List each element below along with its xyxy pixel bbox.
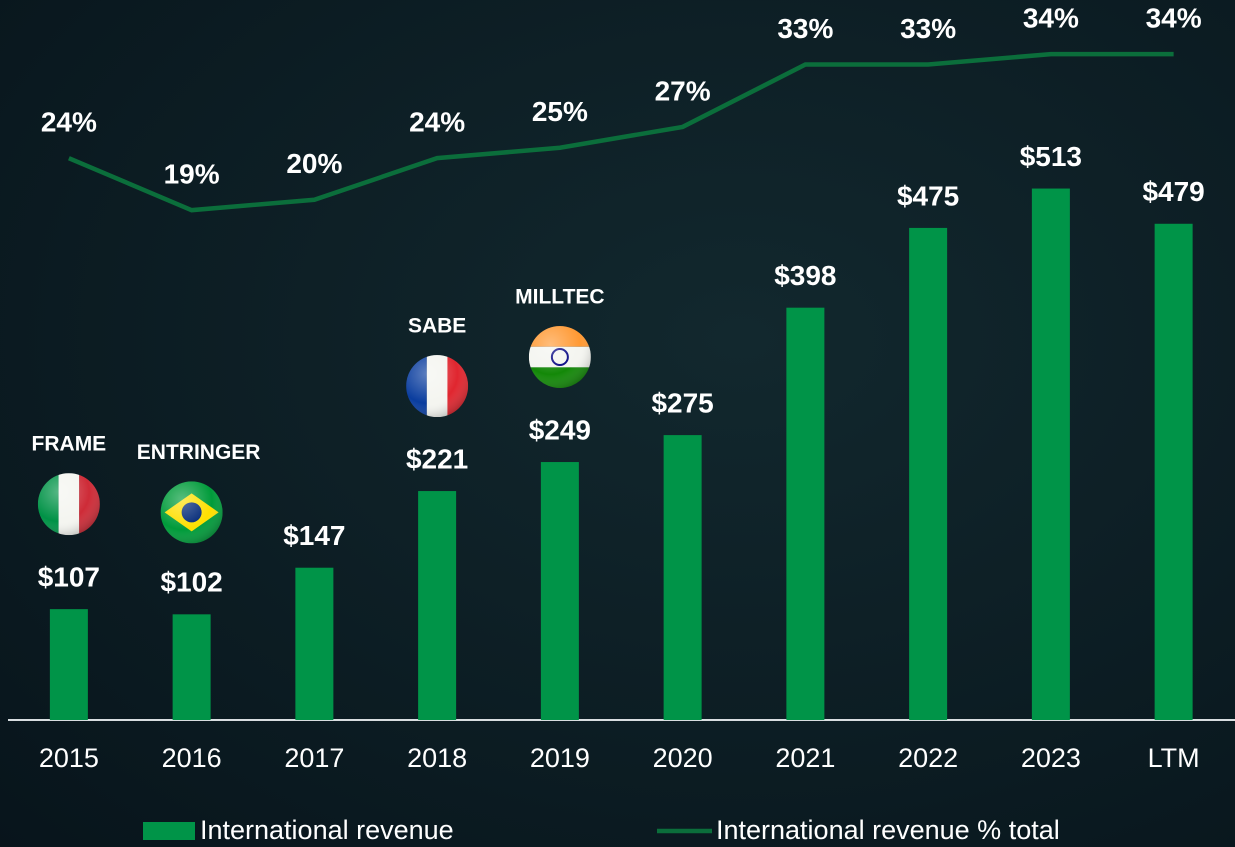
data-label: 34% <box>1023 2 1079 33</box>
data-label: 27% <box>655 75 711 106</box>
data-label: $475 <box>897 180 959 211</box>
bar <box>172 614 211 720</box>
line <box>67 51 1174 213</box>
data-label: $107 <box>38 562 100 593</box>
flag-shine <box>406 355 469 418</box>
annotation: FRAME <box>32 433 107 456</box>
legend-label: International revenue % total <box>716 815 1060 845</box>
bar <box>663 435 702 720</box>
bar <box>418 491 457 720</box>
bar <box>786 307 825 720</box>
data-label: $513 <box>1020 141 1082 172</box>
x-tick-label: 2015 <box>39 743 99 773</box>
x-tick-label: 2018 <box>407 743 467 773</box>
data-label: 34% <box>1146 2 1202 33</box>
data-label: 20% <box>286 148 342 179</box>
x-tick-label: 2023 <box>1021 743 1081 773</box>
x-tick-label: 2017 <box>284 743 344 773</box>
data-label: $398 <box>774 260 836 291</box>
data-label: $249 <box>529 414 591 445</box>
data-label: 25% <box>532 96 588 127</box>
data-label: $147 <box>283 520 345 551</box>
data-label: $102 <box>160 567 222 598</box>
x-tick-label: 2019 <box>530 743 590 773</box>
x-tick-label: 2021 <box>775 743 835 773</box>
legend-label: International revenue <box>200 815 454 845</box>
flag-shine <box>160 481 223 544</box>
flag-shine <box>528 326 591 389</box>
data-label: $275 <box>651 387 713 418</box>
annotation: ENTRINGER <box>137 441 261 464</box>
annotation: MILLTEC <box>515 286 604 309</box>
x-tick-label: 2022 <box>898 743 958 773</box>
bar <box>49 609 88 720</box>
data-label: $221 <box>406 443 468 474</box>
data-label: $479 <box>1142 176 1204 207</box>
flag-shine <box>37 473 100 536</box>
bar <box>909 227 948 720</box>
bar <box>540 462 579 720</box>
data-label: 19% <box>164 159 220 190</box>
data-label: 24% <box>409 107 465 138</box>
bar <box>295 567 334 720</box>
bar <box>1031 188 1070 721</box>
data-label: 24% <box>41 107 97 138</box>
x-tick-label: 2016 <box>162 743 222 773</box>
x-tick-label: 2020 <box>653 743 713 773</box>
bar <box>1154 223 1193 721</box>
data-label: 33% <box>777 13 833 44</box>
legend-swatch <box>143 822 195 840</box>
annotation: SABE <box>408 315 466 338</box>
data-label: 33% <box>900 13 956 44</box>
x-tick-label: LTM <box>1148 743 1200 773</box>
